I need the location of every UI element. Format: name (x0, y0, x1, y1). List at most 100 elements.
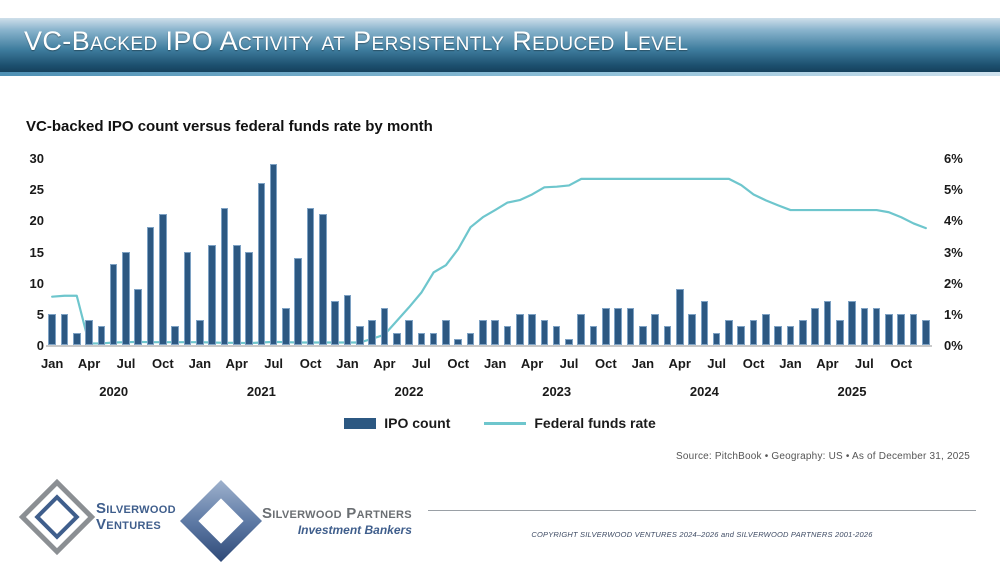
y-tick-right: 4% (944, 213, 963, 229)
bar-2022-05 (392, 332, 401, 345)
legend-item-ipo-count: IPO count (344, 415, 450, 431)
bar-2025-08 (872, 307, 881, 345)
x-tick-label: Jan (631, 356, 655, 371)
logo-silverwood-ventures: Silverwood Ventures (18, 478, 176, 556)
legend-swatch-line-icon (484, 421, 527, 425)
plot-baseline (46, 345, 932, 347)
legend-label-federal-funds-rate: Federal funds rate (534, 415, 656, 431)
bar-2023-08 (577, 313, 586, 345)
logo-partners-words: Silverwood Partners Investment Bankers (262, 506, 412, 536)
y-tick-right: 0% (944, 338, 963, 353)
x-tick-label: Jul (559, 356, 579, 371)
bar-2020-05 (97, 326, 106, 345)
x-tick-label: Oct (152, 356, 174, 371)
y-tick-right: 6% (944, 151, 963, 166)
x-year-label: 2021 (246, 384, 276, 399)
bar-2020-07 (122, 251, 130, 345)
bar-2025-05 (835, 320, 844, 345)
bar-2024-07 (712, 332, 721, 345)
bar-2022-07 (417, 332, 426, 345)
x-tick-label: Oct (299, 356, 322, 371)
x-tick-label: Apr (668, 356, 691, 371)
bar-2023-10 (602, 307, 610, 345)
bar-2022-09 (442, 320, 450, 345)
x-year-label: 2025 (837, 384, 867, 399)
bar-2025-02 (798, 320, 807, 345)
bar-2025-10 (897, 313, 906, 345)
bar-2025-09 (885, 313, 893, 345)
bar-2020-04 (85, 320, 93, 345)
y-tick-right: 3% (944, 244, 963, 260)
bar-2020-01 (48, 313, 56, 345)
logo-partners-tagline: Investment Bankers (297, 522, 412, 537)
bar-2022-08 (429, 332, 438, 345)
bar-2021-07 (269, 164, 278, 345)
footer-divider (428, 510, 976, 511)
bar-2023-04 (528, 313, 536, 345)
bar-2024-08 (725, 320, 733, 345)
bar-2021-09 (294, 257, 303, 345)
y-tick-right: 1% (944, 306, 963, 322)
source-note: Source: PitchBook • Geography: US • As o… (676, 451, 970, 462)
title-banner-underline (0, 72, 1000, 76)
bar-2025-11 (909, 313, 918, 345)
x-tick-label: Jul (854, 356, 874, 371)
bar-2023-09 (589, 326, 598, 345)
y-tick-left: 10 (29, 275, 44, 291)
logo-ventures-line1: Silverwood (96, 500, 176, 518)
y-tick-right: 5% (944, 182, 963, 198)
bar-2024-12 (774, 326, 782, 345)
bar-2022-10 (454, 338, 463, 345)
bar-2025-03 (811, 307, 819, 345)
bar-2025-04 (823, 301, 832, 345)
bar-2024-04 (675, 288, 684, 345)
x-tick-label: Jul (707, 356, 727, 371)
bar-2023-06 (552, 326, 561, 345)
bar-2023-05 (540, 320, 549, 345)
diamond-inner-icon (34, 494, 80, 540)
x-tick-label: Jan (779, 356, 802, 371)
bar-2022-03 (368, 320, 376, 345)
bar-2024-03 (663, 326, 672, 345)
legend-swatch-bar-icon (344, 417, 377, 429)
bar-2024-01 (639, 326, 647, 345)
bar-2023-02 (503, 326, 512, 345)
bar-2021-03 (220, 207, 229, 345)
bar-2023-12 (626, 307, 635, 345)
bar-2023-11 (614, 307, 623, 345)
x-tick-label: Apr (225, 356, 248, 371)
x-tick-label: Oct (890, 356, 913, 371)
x-tick-label: Apr (816, 356, 839, 371)
bar-2024-05 (688, 313, 696, 345)
y-tick-left: 0 (36, 338, 44, 353)
copyright-text: COPYRIGHT SILVERWOOD VENTURES 2024–2026 … (531, 530, 873, 539)
bar-2024-09 (737, 326, 746, 345)
bar-2020-03 (72, 332, 81, 345)
bar-2024-10 (749, 320, 758, 345)
x-year-label: 2020 (99, 384, 129, 399)
logo-ventures-words: Silverwood Ventures (96, 501, 176, 533)
bar-2021-05 (245, 251, 253, 345)
bar-2021-01 (196, 320, 204, 345)
bar-2020-11 (171, 326, 180, 345)
legend-label-ipo-count: IPO count (384, 415, 451, 431)
bar-2023-03 (515, 313, 524, 345)
x-tick-label: Oct (742, 356, 765, 371)
bar-2023-01 (491, 320, 499, 345)
bar-2023-07 (565, 338, 573, 345)
y-tick-left: 25 (29, 182, 44, 198)
x-tick-label: Apr (77, 356, 101, 371)
bar-2022-11 (466, 332, 475, 345)
bar-2021-08 (282, 307, 290, 345)
x-tick-label: Jan (336, 356, 359, 371)
plot-area (46, 158, 932, 345)
diamond-outline-icon (18, 478, 96, 556)
page-title: VC-Backed IPO Activity at Persistently R… (24, 26, 689, 56)
bar-2021-12 (331, 301, 339, 345)
x-tick-label: Jan (188, 356, 212, 371)
x-tick-label: Oct (447, 356, 470, 371)
title-banner (0, 18, 1000, 72)
chart-legend: IPO count Federal funds rate (0, 415, 1000, 431)
bar-2025-06 (848, 301, 856, 345)
bar-2022-12 (479, 320, 487, 345)
